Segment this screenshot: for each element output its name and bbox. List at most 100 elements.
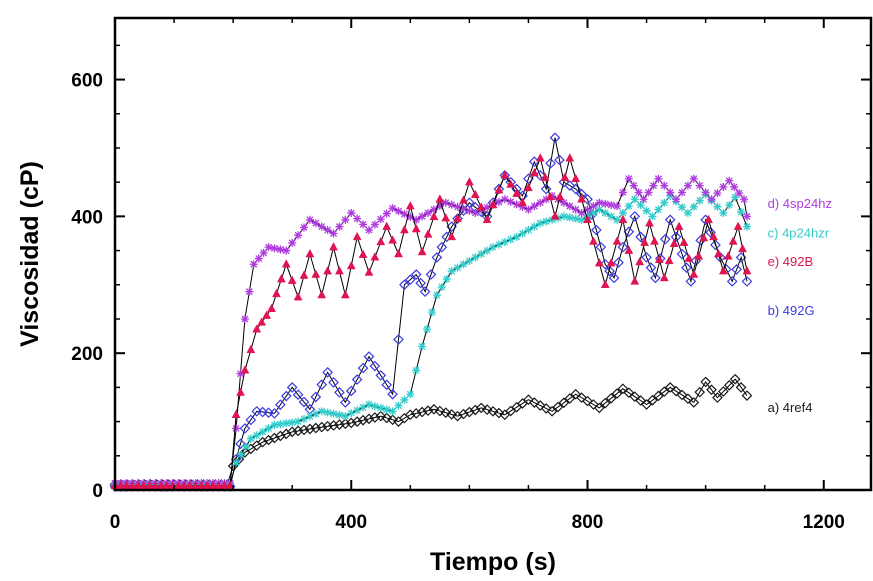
data-point bbox=[471, 253, 480, 262]
data-point bbox=[606, 258, 616, 267]
data-point bbox=[257, 317, 267, 326]
data-point bbox=[600, 279, 610, 289]
data-point bbox=[305, 412, 314, 421]
data-point bbox=[435, 202, 444, 211]
data-point bbox=[388, 407, 397, 416]
data-point bbox=[288, 238, 297, 247]
data-point bbox=[713, 202, 722, 211]
data-point bbox=[358, 249, 368, 258]
data-point bbox=[322, 366, 333, 378]
data-point bbox=[357, 414, 369, 426]
data-point bbox=[481, 404, 493, 415]
data-point bbox=[535, 153, 545, 162]
data-point bbox=[240, 314, 249, 323]
data-point bbox=[699, 233, 709, 242]
data-point bbox=[311, 219, 320, 228]
data-point bbox=[577, 208, 586, 217]
data-point bbox=[488, 199, 498, 209]
data-point bbox=[623, 226, 635, 238]
data-point bbox=[483, 246, 492, 255]
data-point bbox=[322, 420, 333, 432]
data-point bbox=[604, 265, 615, 277]
data-point bbox=[726, 276, 738, 287]
data-point bbox=[512, 188, 522, 197]
data-point bbox=[281, 259, 291, 268]
y-tick-label: 400 bbox=[71, 207, 103, 228]
data-point bbox=[459, 260, 468, 269]
data-point bbox=[294, 417, 303, 426]
data-point bbox=[555, 191, 565, 201]
data-point bbox=[436, 241, 448, 253]
data-point bbox=[670, 385, 682, 397]
data-point bbox=[689, 202, 698, 211]
data-point bbox=[660, 181, 669, 190]
data-point bbox=[588, 236, 598, 245]
data-point bbox=[375, 370, 387, 381]
data-point bbox=[369, 360, 381, 372]
data-point bbox=[613, 257, 624, 268]
data-point bbox=[700, 376, 711, 388]
data-point bbox=[570, 388, 582, 400]
data-point bbox=[235, 438, 246, 450]
data-point bbox=[669, 238, 679, 247]
series-d-4sp24hz bbox=[111, 174, 751, 488]
data-point bbox=[376, 236, 386, 246]
data-point bbox=[529, 168, 539, 177]
data-point bbox=[394, 248, 403, 258]
data-point bbox=[399, 279, 410, 291]
data-point bbox=[347, 409, 356, 418]
data-point bbox=[735, 382, 747, 393]
data-point bbox=[269, 408, 280, 419]
data-point bbox=[335, 266, 344, 275]
data-point bbox=[512, 200, 521, 209]
data-point bbox=[357, 362, 369, 374]
data-point bbox=[494, 198, 503, 207]
data-point bbox=[644, 188, 653, 197]
data-point bbox=[422, 405, 434, 416]
data-point bbox=[440, 407, 452, 419]
data-point bbox=[232, 458, 241, 467]
data-point bbox=[423, 229, 433, 238]
data-point bbox=[576, 392, 587, 404]
data-point bbox=[694, 386, 706, 398]
data-point bbox=[394, 207, 403, 216]
data-point bbox=[370, 220, 379, 229]
data-point bbox=[487, 405, 499, 417]
data-point bbox=[340, 290, 350, 299]
data-point bbox=[489, 243, 497, 252]
data-point bbox=[717, 386, 729, 397]
data-point bbox=[394, 401, 403, 410]
data-point bbox=[275, 399, 286, 411]
data-point bbox=[382, 221, 392, 230]
data-point bbox=[542, 195, 551, 204]
data-point bbox=[453, 202, 462, 211]
data-point bbox=[446, 221, 458, 232]
data-point bbox=[712, 392, 723, 404]
data-point bbox=[404, 409, 416, 421]
data-point bbox=[453, 213, 462, 222]
data-point bbox=[681, 262, 692, 274]
data-point bbox=[738, 243, 747, 253]
data-point bbox=[742, 222, 751, 231]
data-point bbox=[695, 181, 704, 190]
data-point bbox=[705, 226, 716, 238]
data-point bbox=[471, 208, 480, 217]
data-point bbox=[571, 205, 580, 214]
data-point bbox=[410, 408, 422, 419]
y-tick-label: 200 bbox=[71, 344, 103, 365]
data-point bbox=[382, 405, 391, 414]
data-point bbox=[441, 198, 450, 207]
data-point bbox=[259, 248, 268, 257]
data-point bbox=[482, 214, 492, 224]
data-point bbox=[298, 424, 310, 436]
data-point bbox=[459, 195, 468, 204]
data-point bbox=[518, 229, 527, 238]
data-point bbox=[405, 201, 415, 210]
data-point bbox=[560, 172, 570, 181]
data-point bbox=[564, 180, 576, 191]
data-point bbox=[328, 420, 339, 431]
data-point bbox=[341, 215, 350, 224]
data-point bbox=[676, 248, 688, 260]
data-point bbox=[704, 214, 713, 224]
data-point bbox=[672, 195, 681, 204]
